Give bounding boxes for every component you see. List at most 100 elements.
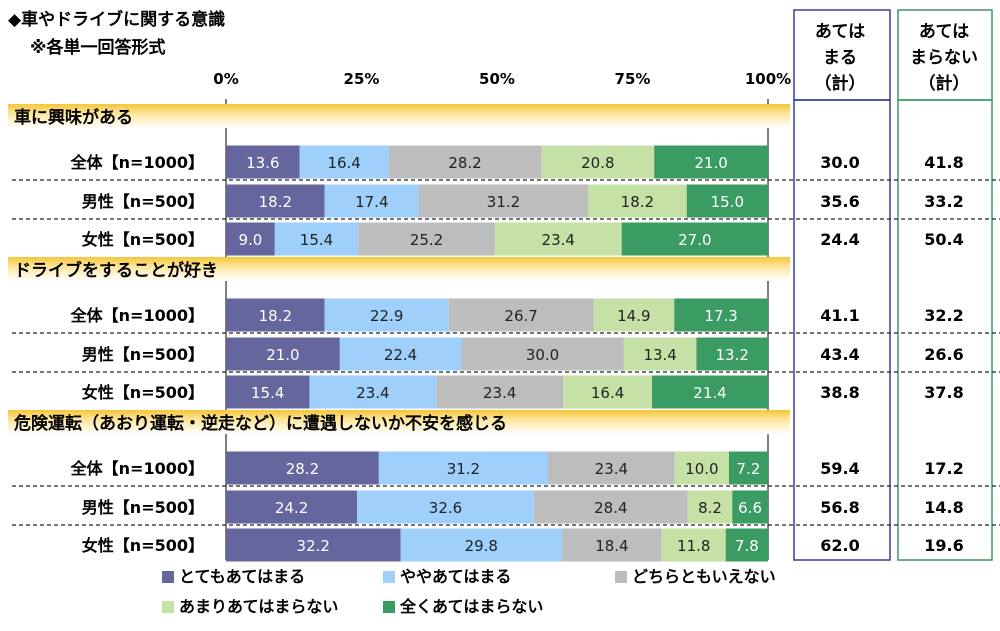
bar-value-label: 21.0: [266, 346, 299, 364]
summary-value: 19.6: [924, 536, 963, 555]
summary-value: 56.8: [820, 498, 859, 517]
bar-segment: [563, 375, 653, 409]
summary-value: 41.8: [924, 153, 963, 172]
summary-value: 50.4: [924, 230, 963, 249]
summary-value: 17.2: [924, 459, 963, 478]
bar-segment: [732, 490, 768, 524]
summary-value: 43.4: [820, 345, 859, 364]
bar-segment: [358, 222, 495, 256]
bar-segment: [226, 337, 340, 371]
row-label: 男性【n=500】: [82, 192, 204, 211]
bar-value-label: 11.8: [677, 537, 710, 555]
bar-segment: [541, 145, 655, 179]
bar-value-label: 32.6: [429, 499, 462, 517]
bar-segment: [494, 222, 622, 256]
axis-tick-label: 25%: [344, 70, 380, 88]
bar-segment: [686, 184, 768, 218]
legend-swatch: [162, 571, 174, 583]
bar-value-label: 21.4: [693, 384, 726, 402]
summary-value: 41.1: [820, 306, 859, 325]
summary-value: 37.8: [924, 383, 963, 402]
bar-segment: [461, 337, 624, 371]
bar-value-label: 18.4: [595, 537, 628, 555]
bar-value-label: 23.4: [595, 460, 628, 478]
summary-value: 33.2: [924, 192, 963, 211]
chart-subtitle: ※各単一回答形式: [30, 37, 166, 58]
summary-header-text: まる: [823, 48, 857, 68]
bar-segment: [547, 451, 675, 485]
bar-value-label: 15.0: [711, 193, 744, 211]
legend-swatch: [615, 571, 627, 583]
bar-segment: [728, 451, 768, 485]
bar-value-label: 17.4: [355, 193, 388, 211]
bar-segment: [324, 184, 419, 218]
bar-value-label: 18.2: [259, 307, 292, 325]
summary-value: 62.0: [820, 536, 859, 555]
legend-swatch: [383, 571, 395, 583]
row-label: 全体【n=1000】: [70, 306, 204, 325]
bar-value-label: 21.0: [694, 154, 727, 172]
bar-value-label: 20.8: [581, 154, 614, 172]
summary-column-frame: [897, 99, 993, 561]
bar-segment: [324, 298, 449, 332]
legend-label: どちらともいえない: [632, 567, 776, 586]
bar-value-label: 10.0: [685, 460, 718, 478]
bar-segment: [687, 490, 733, 524]
summary-column-frame: [793, 99, 891, 561]
group-title-band: [8, 104, 790, 128]
bar-value-label: 18.2: [621, 193, 654, 211]
bar-value-label: 16.4: [591, 384, 624, 402]
summary-value: 14.8: [924, 498, 963, 517]
bar-segment: [274, 222, 359, 256]
legend-swatch: [162, 601, 174, 613]
bar-segment: [621, 222, 768, 256]
bar-value-label: 14.9: [617, 307, 650, 325]
bar-segment: [226, 222, 275, 256]
summary-value: 38.8: [820, 383, 859, 402]
bar-segment: [388, 145, 542, 179]
bar-value-label: 28.4: [594, 499, 627, 517]
bar-value-label: 13.4: [643, 346, 676, 364]
bar-value-label: 29.8: [465, 537, 498, 555]
group-title: 危険運転（あおり運転・逆走など）に遭遇しないか不安を感じる: [13, 413, 507, 434]
bar-value-label: 25.2: [410, 231, 443, 249]
bar-segment: [674, 451, 729, 485]
row-label: 男性【n=500】: [82, 345, 204, 364]
bar-value-label: 7.2: [737, 460, 761, 478]
bar-value-label: 15.4: [300, 231, 333, 249]
bar-value-label: 22.4: [384, 346, 417, 364]
bar-value-label: 31.2: [487, 193, 520, 211]
bar-value-label: 28.2: [448, 154, 481, 172]
bar-segment: [226, 184, 325, 218]
bar-segment: [588, 184, 687, 218]
legend-label: あまりあてはまらない: [179, 597, 338, 616]
bar-value-label: 23.4: [542, 231, 575, 249]
bar-value-label: 15.4: [251, 384, 284, 402]
bar-segment: [674, 298, 768, 332]
summary-value: 35.6: [820, 192, 859, 211]
row-label: 女性【n=500】: [82, 230, 204, 249]
bar-value-label: 7.8: [735, 537, 759, 555]
bar-value-label: 32.2: [297, 537, 330, 555]
summary-value: 30.0: [820, 153, 859, 172]
bar-segment: [725, 528, 768, 562]
bar-value-label: 9.0: [238, 231, 262, 249]
bar-value-label: 22.9: [370, 307, 403, 325]
row-label: 女性【n=500】: [82, 536, 204, 555]
summary-header-text: まらない: [910, 48, 978, 68]
group-title: 車に興味がある: [14, 107, 133, 128]
bar-value-label: 18.2: [259, 193, 292, 211]
bar-segment: [309, 375, 437, 409]
bar-segment: [652, 375, 768, 409]
axis-tick-label: 0%: [213, 70, 238, 88]
bar-value-label: 31.2: [447, 460, 480, 478]
axis-tick-label: 75%: [615, 70, 651, 88]
bar-value-label: 30.0: [526, 346, 559, 364]
bar-value-label: 17.3: [704, 307, 737, 325]
legend-swatch: [383, 601, 395, 613]
bar-segment: [448, 298, 594, 332]
bar-value-label: 13.2: [716, 346, 749, 364]
group-title: ドライブをすることが好き: [14, 260, 218, 281]
bar-segment: [562, 528, 662, 562]
